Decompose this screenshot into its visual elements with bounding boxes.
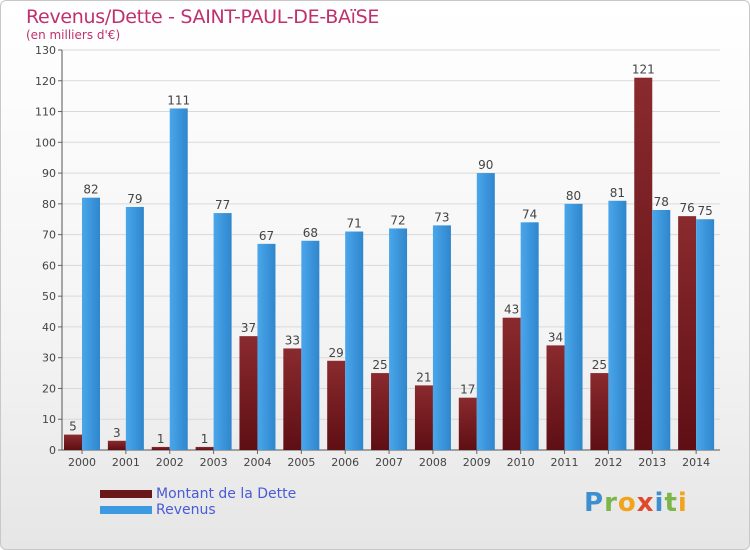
bar-dette — [502, 317, 521, 450]
data-label-dette: 17 — [460, 383, 475, 397]
bar-dette — [678, 216, 697, 450]
y-tick-label: 80 — [42, 198, 56, 211]
data-label-revenus: 77 — [215, 198, 230, 212]
bar-revenus — [389, 228, 408, 450]
x-tick-label: 2003 — [200, 456, 228, 469]
y-tick-label: 0 — [49, 444, 56, 457]
x-tick-label: 2005 — [287, 456, 315, 469]
x-tick-label: 2001 — [112, 456, 140, 469]
bar-revenus — [345, 231, 364, 450]
data-label-dette: 76 — [679, 201, 694, 215]
y-tick-label: 100 — [35, 136, 56, 149]
data-label-revenus: 75 — [697, 204, 712, 218]
bar-dette — [107, 440, 126, 450]
legend-swatch-dette — [100, 490, 152, 498]
data-label-revenus: 68 — [303, 226, 318, 240]
data-label-dette: 1 — [201, 432, 209, 446]
x-tick-label: 2006 — [331, 456, 359, 469]
y-tick-label: 130 — [35, 44, 56, 57]
chart-subtitle: (en milliers d'€) — [26, 28, 121, 42]
x-tick-label: 2002 — [156, 456, 184, 469]
data-label-revenus: 82 — [83, 183, 98, 197]
data-label-dette: 121 — [632, 63, 655, 77]
data-label-dette: 25 — [592, 358, 607, 372]
legend-swatch-revenus — [100, 506, 152, 514]
data-label-dette: 21 — [416, 370, 431, 384]
data-label-dette: 25 — [372, 358, 387, 372]
data-label-revenus: 67 — [259, 229, 274, 243]
data-label-revenus: 73 — [434, 210, 449, 224]
data-label-dette: 37 — [241, 321, 256, 335]
bar-dette — [151, 446, 170, 450]
x-tick-label: 2014 — [682, 456, 710, 469]
data-label-dette: 34 — [548, 330, 563, 344]
data-label-revenus: 81 — [610, 186, 625, 200]
x-tick-label: 2010 — [507, 456, 535, 469]
data-label-dette: 29 — [329, 346, 344, 360]
data-label-revenus: 78 — [654, 195, 669, 209]
y-tick-label: 40 — [42, 321, 56, 334]
bar-revenus — [476, 173, 495, 451]
data-label-revenus: 71 — [347, 217, 362, 231]
x-tick-label: 2008 — [419, 456, 447, 469]
data-label-revenus: 111 — [167, 93, 190, 107]
bar-revenus — [82, 197, 100, 450]
bar-dette — [590, 373, 609, 450]
bar-revenus — [169, 108, 188, 450]
y-tick-label: 120 — [35, 75, 56, 88]
chart-title: Revenus/Dette - SAINT-PAUL-DE-BAïSE — [26, 6, 380, 28]
x-tick-label: 2011 — [551, 456, 579, 469]
bar-revenus — [652, 210, 671, 450]
bar-dette — [414, 385, 433, 450]
bar-revenus — [696, 219, 715, 450]
bar-revenus — [432, 225, 451, 450]
y-tick-label: 110 — [35, 106, 56, 119]
bar-revenus — [125, 206, 144, 450]
legend-label-revenus: Revenus — [156, 502, 216, 518]
bar-revenus — [520, 222, 539, 450]
y-tick-label: 70 — [42, 229, 56, 242]
bar-revenus — [564, 203, 583, 450]
y-tick-label: 50 — [42, 290, 56, 303]
y-tick-label: 90 — [42, 167, 56, 180]
bar-revenus — [301, 240, 320, 450]
bar-dette — [327, 360, 346, 450]
data-label-revenus: 79 — [127, 192, 142, 206]
x-tick-label: 2004 — [243, 456, 271, 469]
bar-dette — [371, 373, 390, 450]
y-tick-label: 10 — [42, 413, 56, 426]
x-tick-label: 2007 — [375, 456, 403, 469]
data-label-dette: 43 — [504, 303, 519, 317]
bar-dette — [634, 77, 653, 450]
x-tick-label: 2000 — [68, 456, 96, 469]
y-tick-label: 20 — [42, 382, 56, 395]
bar-revenus — [257, 243, 276, 450]
data-label-revenus: 74 — [522, 207, 537, 221]
bar-dette — [458, 397, 477, 450]
bar-dette — [546, 345, 565, 450]
x-tick-label: 2012 — [594, 456, 622, 469]
x-tick-label: 2013 — [638, 456, 666, 469]
bar-dette — [283, 348, 302, 450]
legend-label-dette: Montant de la Dette — [156, 486, 297, 502]
bar-revenus — [213, 213, 232, 450]
data-label-dette: 33 — [285, 333, 300, 347]
proxiti-logo: Proxiti — [584, 488, 688, 518]
y-tick-label: 30 — [42, 352, 56, 365]
data-label-dette: 5 — [69, 420, 77, 434]
bar-dette — [239, 336, 258, 450]
bar-dette — [195, 446, 214, 450]
data-label-dette: 1 — [157, 432, 165, 446]
y-tick-label: 60 — [42, 259, 56, 272]
data-label-revenus: 80 — [566, 189, 581, 203]
bar-dette — [64, 434, 82, 450]
bar-revenus — [608, 200, 627, 450]
x-tick-label: 2009 — [463, 456, 491, 469]
data-label-revenus: 72 — [390, 213, 405, 227]
data-label-revenus: 90 — [478, 158, 493, 172]
data-label-dette: 3 — [113, 426, 121, 440]
